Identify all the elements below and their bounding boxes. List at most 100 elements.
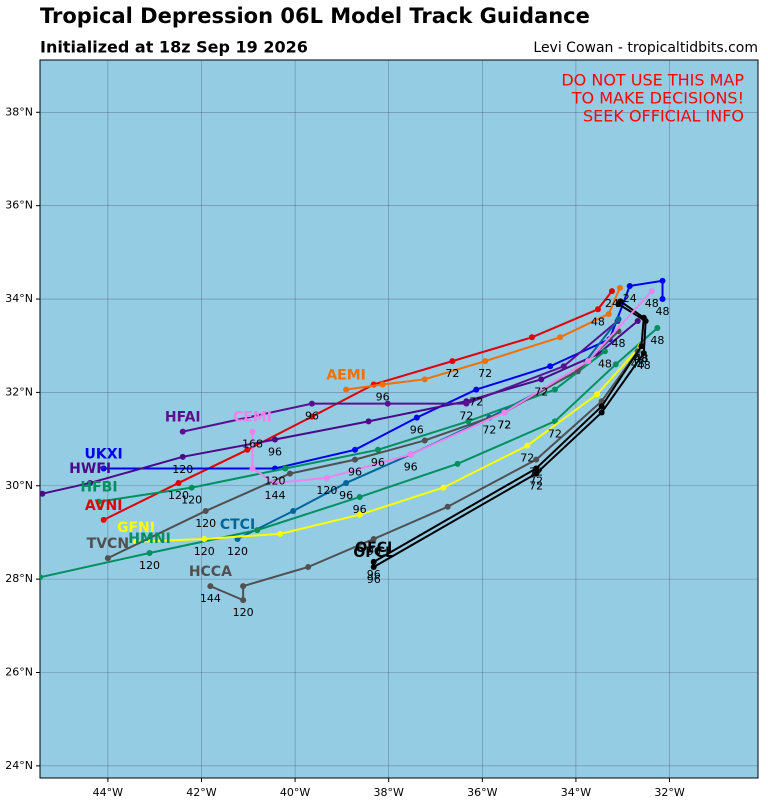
model-name: HFBI: [80, 480, 117, 496]
x-tick-label: 44°W: [93, 786, 123, 799]
hour-label: 96: [367, 568, 381, 581]
warning-text: TO MAKE DECISIONS!: [571, 89, 744, 108]
labels: 120724824AVNI9672AEMI12096722448UKXI1209…: [69, 292, 669, 619]
model-name: CEMI: [233, 410, 272, 426]
hour-label: 72: [497, 418, 511, 431]
track-point: [286, 470, 293, 477]
track-point: [202, 507, 209, 514]
track-point: [207, 583, 214, 590]
track-point: [454, 460, 461, 467]
chart-subtitle: Initialized at 18z Sep 19 2026: [40, 38, 308, 57]
track-point: [370, 535, 377, 542]
hour-label: 72: [529, 480, 543, 493]
tracks: [40, 277, 666, 604]
track-point: [352, 456, 359, 463]
track-point: [601, 348, 608, 355]
y-tick-label: 38°N: [5, 105, 33, 118]
track-point: [528, 334, 535, 341]
track-point: [638, 343, 645, 350]
track-point: [271, 436, 278, 443]
hour-label: 96: [268, 446, 282, 459]
hour-label: 120: [227, 545, 248, 558]
track-point: [40, 574, 43, 581]
hour-label: 48: [612, 337, 626, 350]
track-line: [182, 320, 619, 433]
hour-label: 120: [316, 484, 337, 497]
track-point: [365, 418, 372, 425]
track-line: [135, 345, 642, 543]
hour-label: 96: [404, 460, 418, 473]
track-point: [593, 391, 600, 398]
chart-title: Tropical Depression 06L Model Track Guid…: [40, 4, 590, 28]
hour-label: 72: [529, 474, 543, 487]
track-point: [585, 358, 592, 365]
track-point: [249, 465, 256, 472]
track-point: [343, 479, 350, 486]
model-name: OFCL: [353, 545, 394, 561]
hour-label: 72: [482, 424, 496, 437]
track-point: [370, 558, 377, 565]
hour-label: 72: [459, 410, 473, 423]
track-point: [634, 317, 641, 324]
hour-label: 144: [264, 489, 285, 502]
track-line: [40, 327, 659, 579]
track-point: [551, 418, 558, 425]
hour-label: 48: [591, 315, 605, 328]
track-point: [100, 516, 107, 523]
hour-label: 48: [656, 305, 670, 318]
model-name: AVNI: [85, 498, 123, 514]
track-point: [640, 350, 647, 357]
track-point: [175, 479, 182, 486]
model-name: HCCA: [189, 564, 232, 580]
track-point: [356, 493, 363, 500]
track-point: [40, 490, 46, 497]
model-name: GFNI: [117, 520, 155, 536]
hour-label: 120: [233, 606, 254, 619]
track-point: [146, 549, 153, 556]
track-point: [626, 282, 633, 289]
model-name: CTCI: [220, 517, 255, 533]
hour-label: 96: [305, 410, 319, 423]
track-point: [240, 597, 247, 604]
track-point: [188, 484, 195, 491]
y-tick-label: 34°N: [5, 292, 33, 305]
track-point: [179, 428, 186, 435]
track-point: [308, 413, 315, 420]
hour-label: 96: [367, 573, 381, 586]
track-point: [95, 498, 102, 505]
hour-label: 96: [348, 466, 362, 479]
track-point: [538, 376, 545, 383]
y-tick-label: 32°N: [5, 385, 33, 398]
hour-label: 72: [520, 452, 534, 465]
model-name: OFCI: [355, 540, 392, 556]
track-point: [605, 310, 612, 317]
axes: 44°W 42°W 40°W 38°W 36°W 34°W 32°W 24°N 26°N 28°N…: [5, 105, 685, 799]
track-point: [384, 400, 391, 407]
track-point: [374, 446, 381, 453]
x-tick-label: 42°W: [186, 786, 216, 799]
track-point: [640, 314, 647, 321]
track-point: [323, 474, 330, 481]
model-name: HWFI: [69, 461, 111, 477]
track-point: [343, 386, 350, 393]
track-point: [407, 451, 414, 458]
hour-label: 48: [634, 352, 648, 365]
track-point: [440, 484, 447, 491]
y-tick-label: 28°N: [5, 572, 33, 585]
hour-label: 72: [548, 427, 562, 440]
hour-label: 120: [264, 474, 285, 487]
hour-label: 48: [637, 359, 651, 372]
hour-label: 24: [605, 297, 619, 310]
track-point: [100, 465, 107, 472]
track-point: [421, 437, 428, 444]
track-point: [201, 535, 208, 542]
track-point: [290, 507, 297, 514]
track-point: [551, 386, 558, 393]
hour-label: 48: [634, 352, 648, 365]
hour-label: 96: [376, 390, 390, 403]
hour-label: 120: [139, 559, 160, 572]
hour-label: 120: [181, 494, 202, 507]
track-point: [612, 361, 619, 368]
hour-label: 48: [598, 357, 612, 370]
